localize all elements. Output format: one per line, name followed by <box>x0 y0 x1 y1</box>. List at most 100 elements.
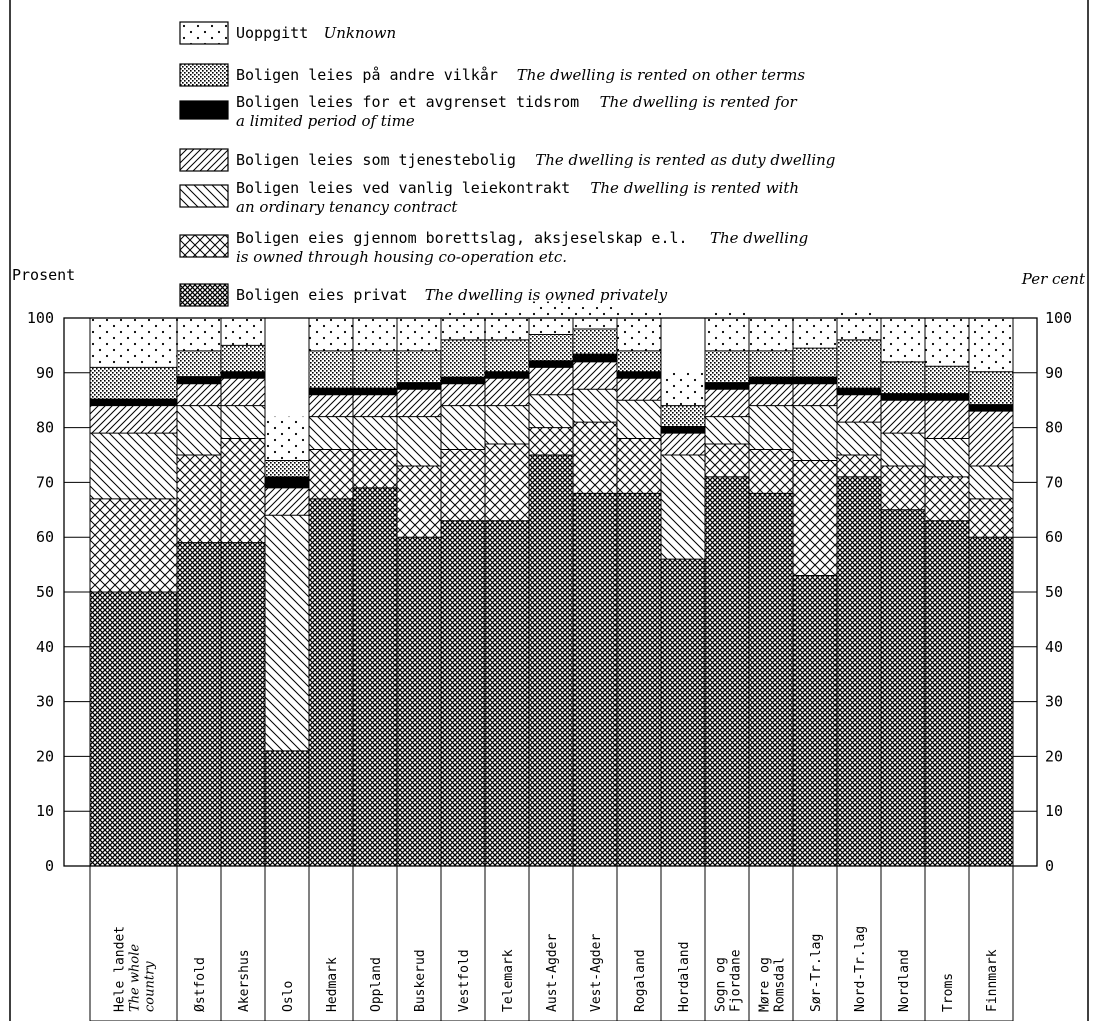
category-label: country <box>143 961 158 1012</box>
y-tick-label-left: 0 <box>45 857 54 875</box>
y-tick-label-left: 50 <box>36 583 54 601</box>
y-tick-label-right: 70 <box>1045 473 1063 491</box>
category-label: Hele landet <box>113 926 128 1012</box>
bar-segment <box>397 318 441 351</box>
bar-segment <box>265 460 309 477</box>
bar-segment <box>881 509 925 866</box>
y-tick-label-right: 20 <box>1045 747 1063 765</box>
bar-segment <box>617 400 661 439</box>
category-label: Østfold <box>193 957 208 1012</box>
bar-segment <box>661 372 705 406</box>
bar-segment <box>397 465 441 538</box>
bar-segment <box>573 361 617 390</box>
legend-label-en: The dwelling is rented as duty dwelling <box>535 151 835 169</box>
bar-segment <box>661 426 705 434</box>
bar-segment <box>617 312 661 351</box>
bar-segment <box>793 348 837 378</box>
y-tick-label-left: 20 <box>36 747 54 765</box>
bar-segment <box>661 405 705 427</box>
bar-segment <box>881 361 925 394</box>
y-tick-label-left: 10 <box>36 802 54 820</box>
bar-segment <box>881 393 925 401</box>
bar-segment <box>617 350 661 372</box>
category-label: Telemark <box>501 949 516 1012</box>
bar-segment <box>309 416 353 450</box>
bar-segment <box>221 378 265 406</box>
bar-segment <box>837 388 881 395</box>
legend: Uoppgitt Unknown Boligen leies på andre vi… <box>179 21 835 307</box>
bar-segment <box>397 382 441 390</box>
y-tick-label-right: 50 <box>1045 583 1063 601</box>
bar-segment <box>617 371 661 379</box>
bar-segment <box>573 354 617 362</box>
category-label: Fjordane <box>729 949 744 1012</box>
bar-segment <box>617 378 661 401</box>
bar-segment <box>617 438 661 494</box>
legend-swatch <box>179 184 229 208</box>
bar-segment <box>177 376 221 384</box>
bar-segment <box>793 377 837 384</box>
bar-segment <box>529 394 573 428</box>
category-labels: Hele landet The whole country Østfold Akersh… <box>90 926 1013 1022</box>
category-label: Vest-Agder <box>589 934 604 1012</box>
bar-segment <box>969 411 1013 466</box>
bar-segment <box>925 438 969 477</box>
bar-segment <box>265 515 309 751</box>
bar-segment <box>969 537 1013 866</box>
bar-segment <box>793 460 837 576</box>
category-label: Sogn og <box>714 957 729 1012</box>
axes: Prosent Per cent 0 0 10 10 20 20 30 30 40 40 50 50 60 6… <box>12 266 1086 875</box>
legend-swatch <box>179 148 229 172</box>
bar-segment <box>397 416 441 466</box>
y-tick-label-left: 60 <box>36 528 54 546</box>
bar-segment <box>969 371 1013 405</box>
bar-segment <box>793 575 837 866</box>
bar-segment <box>353 449 397 488</box>
y-tick-label-right: 0 <box>1045 857 1054 875</box>
bar-segment <box>309 318 353 351</box>
bar-segment <box>90 498 177 592</box>
bar-segment <box>353 388 397 395</box>
legend-label-en: The dwelling is rented on other terms <box>517 66 806 84</box>
legend-label-en-cont: is owned through housing co-operation et… <box>236 248 567 266</box>
legend-label-en: The dwelling <box>710 229 808 247</box>
bar-segment <box>837 422 881 455</box>
legend-label: Boligen leies ved vanlig leiekontrakt <box>236 179 570 197</box>
bar-segment <box>705 444 749 477</box>
bar-segment <box>309 498 353 866</box>
bar-segment <box>353 487 397 866</box>
bar-segment <box>309 394 353 417</box>
bar-segment <box>353 416 397 450</box>
y-tick-label-right: 30 <box>1045 693 1063 711</box>
bar-segment <box>265 750 309 866</box>
legend-swatch <box>179 283 229 307</box>
bar-segment <box>177 405 221 455</box>
y-tick-label-left: 40 <box>36 638 54 656</box>
bar-segment <box>265 487 309 516</box>
bar-segment <box>661 433 705 455</box>
bar-segment <box>705 350 749 383</box>
bar-segment <box>309 388 353 395</box>
bar-segment <box>90 433 177 499</box>
bar-segment <box>969 498 1013 538</box>
bar-segment <box>925 400 969 439</box>
bar-segment <box>749 377 793 384</box>
category-label: The whole <box>128 944 143 1012</box>
bar-segment <box>573 389 617 423</box>
bar-segment <box>617 493 661 866</box>
bar-segment <box>441 520 485 866</box>
bar-segment <box>441 339 485 378</box>
y-tick-label-left: 30 <box>36 693 54 711</box>
y-tick-label-left: 80 <box>36 419 54 437</box>
legend-label: Boligen leies for et avgrenset tidsrom <box>236 93 579 111</box>
y-tick-label-right: 40 <box>1045 638 1063 656</box>
y-tick-label-right: 90 <box>1045 364 1063 382</box>
bar-segment <box>485 444 529 521</box>
bar-segment <box>441 449 485 521</box>
bar-segment <box>441 405 485 450</box>
bar-segment <box>793 315 837 349</box>
category-label: Hordaland <box>677 942 692 1012</box>
bar-segment <box>221 345 265 372</box>
outer-border <box>9 0 1089 1021</box>
